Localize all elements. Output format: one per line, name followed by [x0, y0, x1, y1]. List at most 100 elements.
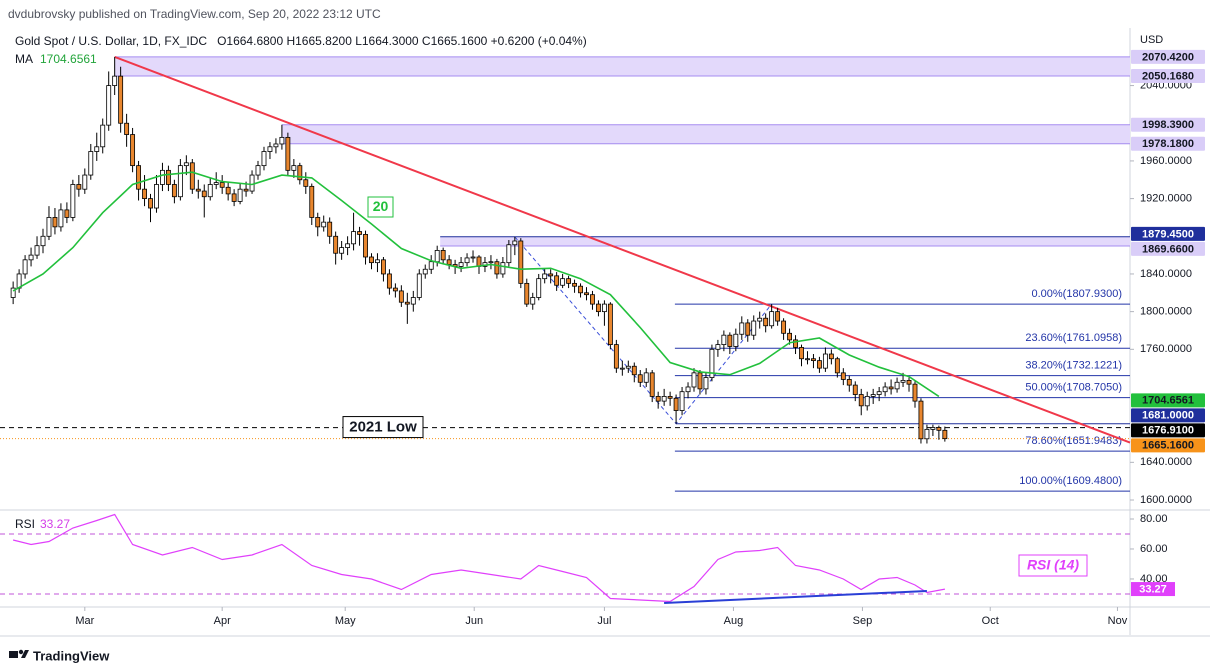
candle-body: [667, 396, 673, 399]
candle-body: [852, 384, 858, 395]
candle-body: [309, 185, 315, 218]
candle-body: [440, 250, 446, 261]
candle-body: [625, 365, 631, 369]
x-tick-label: Oct: [982, 615, 999, 627]
candle-body: [506, 244, 512, 264]
candle-body: [375, 259, 380, 264]
ma-tag-box: [367, 196, 394, 218]
candle-body: [195, 188, 201, 192]
candle-body: [787, 332, 792, 341]
candle-body: [100, 124, 106, 148]
candle-body: [22, 259, 28, 275]
price-label-box: [1131, 49, 1205, 64]
candle-body: [864, 396, 870, 407]
price-label: 1704.6561: [1142, 395, 1194, 407]
candle-body: [410, 297, 416, 305]
candle-body: [148, 198, 153, 209]
zone: [114, 56, 1130, 76]
candle-body: [912, 383, 918, 402]
candle-body: [727, 334, 733, 347]
candle-body: [715, 344, 721, 350]
candle-body: [524, 282, 530, 305]
candle-body: [846, 379, 852, 386]
candle-body: [661, 396, 667, 402]
candle-body: [416, 273, 422, 298]
candle-body: [560, 278, 566, 286]
candle-body: [572, 282, 577, 287]
candle-body: [631, 365, 637, 376]
y-tick-label: 40.00: [1140, 573, 1168, 585]
candle-body: [219, 182, 225, 188]
y-tick-label: 1760.0000: [1140, 343, 1192, 355]
candle-body: [243, 188, 249, 192]
x-tick-label: Nov: [1108, 615, 1128, 627]
candle-body: [434, 250, 440, 263]
candle-body: [183, 162, 189, 167]
candle-body: [709, 348, 715, 378]
candle-body: [321, 221, 327, 228]
candle-body: [596, 303, 601, 313]
candle-body: [10, 287, 16, 298]
y-tick-label: 80.00: [1140, 513, 1168, 525]
candle-body: [655, 396, 661, 402]
zone: [440, 236, 1130, 247]
fib-label: 23.60%(1761.0958): [1025, 332, 1122, 344]
candle-body: [494, 261, 500, 275]
low-2021-box: [342, 416, 424, 439]
y-tick-label: 1920.0000: [1140, 193, 1192, 205]
candle-body: [685, 386, 691, 393]
y-tick-label: 1960.0000: [1140, 155, 1192, 167]
candle-body: [34, 245, 40, 256]
candle-body: [177, 165, 183, 198]
candle-body: [392, 287, 398, 292]
price-label: 1681.0000: [1142, 410, 1194, 422]
candle-body: [297, 165, 303, 181]
candle-body: [64, 209, 70, 218]
candle-body: [775, 311, 781, 322]
x-tick-label: Jun: [465, 615, 483, 627]
candle-body: [649, 372, 655, 397]
y-tick-label: 60.00: [1140, 543, 1168, 555]
candle-body: [124, 122, 130, 135]
y-tick-label: 1640.0000: [1140, 456, 1192, 468]
candle-body: [703, 377, 709, 390]
candle-body: [273, 143, 279, 148]
price-label: 1978.1800: [1142, 138, 1194, 150]
candle-body: [303, 179, 309, 187]
ohlc-values: O1664.6800 H1665.8200 L1664.3000 C1665.1…: [217, 34, 587, 48]
x-tick-label: Mar: [75, 615, 94, 627]
candle-body: [697, 372, 703, 390]
candle-body: [906, 379, 912, 385]
candle-body: [142, 188, 147, 200]
candle-body: [900, 379, 906, 383]
candle-body: [924, 428, 930, 440]
candle-body: [530, 297, 536, 305]
price-label: 33.27: [1139, 583, 1167, 595]
candle-body: [799, 347, 804, 360]
candle-body: [500, 262, 506, 275]
x-tick-label: Jul: [597, 615, 611, 627]
candle-body: [542, 273, 548, 280]
candle-body: [189, 162, 195, 190]
candle-body: [118, 75, 124, 124]
zone: [281, 124, 1131, 144]
currency: USD: [1140, 34, 1163, 46]
footer-brand: TradingView: [33, 648, 110, 663]
price-label-box: [1131, 117, 1205, 132]
price-label: 2070.4200: [1142, 51, 1194, 63]
candle-body: [237, 188, 243, 202]
candle-body: [464, 257, 470, 264]
candle-body: [590, 294, 595, 305]
candle-body: [470, 256, 476, 259]
trendline: [114, 55, 1131, 444]
fib-label: 50.00%(1708.7050): [1025, 382, 1122, 394]
candle-body: [781, 320, 787, 334]
candle-body: [536, 278, 542, 298]
candle-body: [739, 322, 745, 335]
price-label-box: [1131, 393, 1205, 408]
candle-body: [828, 353, 834, 360]
candle-body: [876, 391, 882, 395]
candle-body: [357, 231, 362, 235]
price-label-box: [1131, 68, 1205, 83]
candle-body: [858, 394, 864, 407]
